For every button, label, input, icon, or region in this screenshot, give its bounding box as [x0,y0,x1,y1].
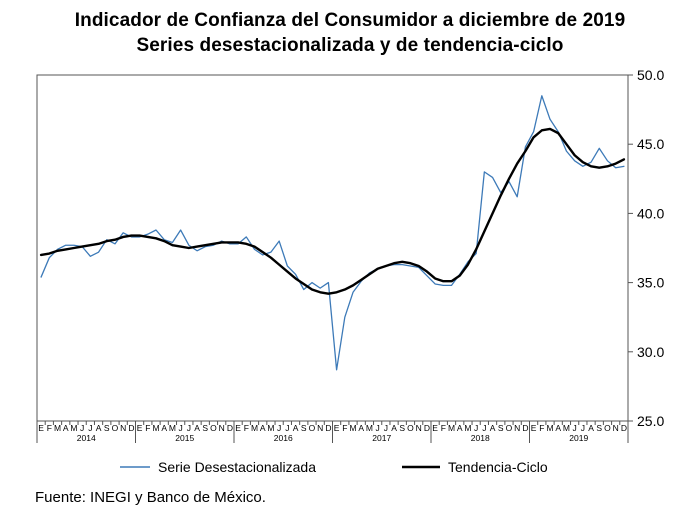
year-label-2016: 2016 [274,433,293,443]
month-label: M [169,423,176,433]
month-label: F [145,423,150,433]
month-label: A [391,423,397,433]
month-label: A [260,423,266,433]
month-label: M [464,423,471,433]
series-line-serie-desestacionalizada [40,95,625,371]
month-label: J [80,423,84,433]
month-label: A [63,423,69,433]
year-label-2015: 2015 [175,433,194,443]
legend-label-tendencia-ciclo: Tendencia-Ciclo [448,459,548,475]
month-label: M [563,423,570,433]
month-label: E [137,423,143,433]
month-label: M [546,423,553,433]
month-label: O [407,423,414,433]
month-label: F [342,423,347,433]
month-label: F [47,423,52,433]
month-label: J [581,423,585,433]
month-label: D [621,423,627,433]
month-label: M [267,423,274,433]
month-label: N [120,423,126,433]
month-label: O [604,423,611,433]
month-label: E [531,423,537,433]
month-label: D [128,423,134,433]
month-label: A [457,423,463,433]
month-label: S [104,423,110,433]
month-label: J [376,423,380,433]
month-label: N [416,423,422,433]
month-label: O [112,423,119,433]
month-label: J [285,423,289,433]
month-label: D [325,423,331,433]
month-label: D [227,423,233,433]
y-tick-label-5: 50.0 [637,67,664,83]
month-label: A [293,423,299,433]
y-tick-label-3: 40.0 [637,205,664,221]
chart-subtitle: Series desestacionalizada y de tendencia… [136,35,564,56]
year-label-2019: 2019 [569,433,588,443]
month-label: J [384,423,388,433]
month-label: O [506,423,513,433]
month-label: F [441,423,446,433]
plot-area-frame [36,74,629,422]
month-label: J [482,423,486,433]
y-axis: 25.0 30.0 35.0 40.0 45.0 50.0 [628,67,664,429]
series-line-tendencia-ciclo [39,127,626,295]
month-label: A [588,423,594,433]
month-label: J [179,423,183,433]
month-label: M [70,423,77,433]
month-label: A [161,423,167,433]
series-layer [39,95,626,371]
month-label: M [366,423,373,433]
legend-label-serie-desestacionalizada: Serie Desestacionalizada [158,459,316,475]
month-label: S [301,423,307,433]
month-label: N [514,423,520,433]
month-label: A [358,423,364,433]
series-line-tendencia-ciclo-points [41,128,624,294]
month-label: O [210,423,217,433]
month-label: M [152,423,159,433]
y-tick-label-1: 30.0 [637,344,664,360]
month-label: F [539,423,544,433]
month-label: M [448,423,455,433]
source-note: Fuente: INEGI y Banco de México. [35,489,266,506]
year-label-2018: 2018 [471,433,490,443]
month-label: S [498,423,504,433]
month-label: A [555,423,561,433]
y-tick-label-2: 35.0 [637,275,664,291]
month-label: J [187,423,191,433]
month-label: S [399,423,405,433]
chart-title: Indicador de Confianza del Consumidor a … [74,10,626,31]
month-label: M [54,423,61,433]
month-label: E [38,423,44,433]
month-label: E [432,423,438,433]
month-label: A [96,423,102,433]
month-label: E [334,423,340,433]
y-tick-label-4: 45.0 [637,136,664,152]
year-label-2014: 2014 [77,433,96,443]
month-label: O [309,423,316,433]
month-label: D [522,423,528,433]
month-label: A [490,423,496,433]
month-label: M [349,423,356,433]
month-label: F [244,423,249,433]
month-label: M [251,423,258,433]
month-label: J [474,423,478,433]
month-label: J [88,423,92,433]
month-label: N [613,423,619,433]
month-label: S [596,423,602,433]
year-label-2017: 2017 [372,433,391,443]
month-label: D [424,423,430,433]
month-label: E [235,423,241,433]
month-label: J [573,423,577,433]
month-label: J [277,423,281,433]
month-label: S [202,423,208,433]
month-label: N [219,423,225,433]
month-label: A [194,423,200,433]
month-label: N [317,423,323,433]
y-tick-label-0: 25.0 [637,413,664,429]
